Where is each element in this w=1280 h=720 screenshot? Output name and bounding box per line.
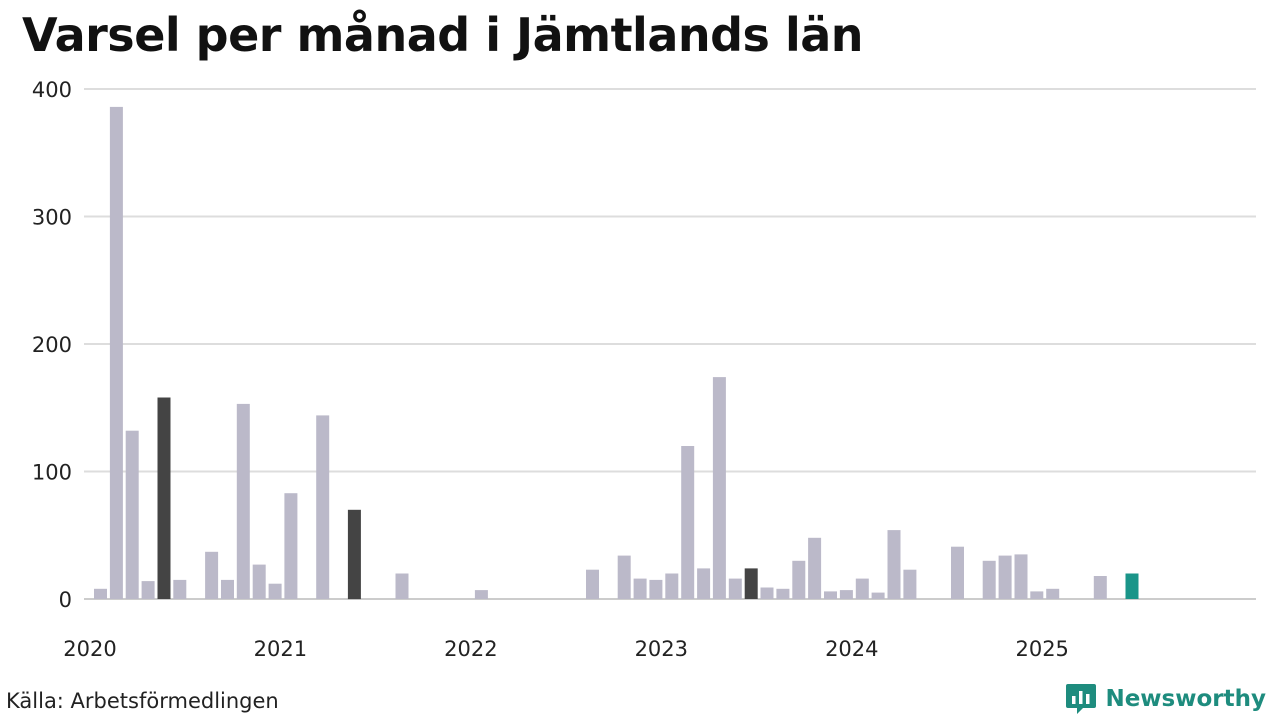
bar-2024-07 xyxy=(951,546,964,599)
bar-2023-03 xyxy=(697,568,711,599)
bar-2022-12 xyxy=(649,579,663,599)
chart-title: Varsel per månad i Jämtlands län xyxy=(22,8,864,62)
bar-2023-01 xyxy=(665,573,679,599)
y-tick-label: 0 xyxy=(59,588,72,612)
bar-2024-02 xyxy=(871,592,885,599)
x-tick-label: 2025 xyxy=(1015,637,1068,661)
bar-2024-03 xyxy=(887,530,901,599)
bar-2024-11 xyxy=(1014,554,1028,599)
newsworthy-chart-logo-icon xyxy=(1066,684,1097,714)
brand-logo[interactable]: Newsworthy xyxy=(1065,682,1266,716)
bar-2020-03 xyxy=(125,430,139,599)
bar-2020-11 xyxy=(252,564,266,599)
bar-2023-02 xyxy=(681,446,695,599)
x-axis-tick-labels: 2020 2021 2022 2023 2024 2025 xyxy=(63,637,1069,661)
bar-2020-04 xyxy=(141,581,155,599)
x-tick-label: 2020 xyxy=(63,637,116,661)
bar-2023-11 xyxy=(824,591,837,599)
x-tick-label: 2022 xyxy=(444,637,497,661)
y-axis-tick-labels: 0 100 200 300 400 xyxy=(32,78,72,612)
bar-2020-06 xyxy=(173,579,187,599)
bar-2023-12 xyxy=(839,590,853,599)
bar-2024-10 xyxy=(998,555,1012,599)
bar-2021-01 xyxy=(284,493,298,599)
bar-2022-08 xyxy=(586,569,599,599)
bar-2022-11 xyxy=(633,578,647,599)
bar-2025-06 xyxy=(1125,573,1139,599)
bars xyxy=(94,106,1139,600)
source-note: Källa: Arbetsförmedlingen xyxy=(6,689,279,713)
bar-2023-09 xyxy=(792,560,806,600)
x-tick-label: 2023 xyxy=(635,637,688,661)
bar-2021-05 xyxy=(347,509,361,600)
bar-2023-10 xyxy=(808,537,822,599)
bar-2020-10 xyxy=(236,403,250,599)
bar-2020-02 xyxy=(109,106,123,600)
bar-2025-04 xyxy=(1093,576,1107,599)
bar-2024-04 xyxy=(903,569,917,599)
bar-2020-08 xyxy=(205,551,219,599)
y-tick-label: 200 xyxy=(32,333,72,357)
bar-2023-04 xyxy=(712,377,726,599)
bar-2021-03 xyxy=(316,415,330,599)
y-tick-label: 300 xyxy=(32,206,72,230)
bar-2023-06 xyxy=(744,568,758,599)
bar-2023-07 xyxy=(760,587,774,599)
x-tick-label: 2021 xyxy=(254,637,307,661)
bar-2020-12 xyxy=(268,583,282,599)
bar-2023-05 xyxy=(728,578,742,599)
bar-2023-08 xyxy=(776,588,790,599)
bar-2020-05 xyxy=(157,397,171,599)
y-tick-label: 400 xyxy=(32,78,72,102)
bar-2024-09 xyxy=(982,560,996,600)
bar-2024-12 xyxy=(1030,591,1044,599)
bar-2021-08 xyxy=(395,573,409,599)
gridlines xyxy=(84,88,1256,600)
bar-2020-09 xyxy=(221,579,234,599)
y-tick-label: 100 xyxy=(32,461,72,485)
bar-2024-01 xyxy=(855,578,869,599)
bar-2025-01 xyxy=(1046,588,1060,599)
x-tick-label: 2024 xyxy=(825,637,878,661)
bar-2020-01 xyxy=(94,588,107,599)
bar-2022-10 xyxy=(617,555,631,599)
bar-2022-01 xyxy=(474,590,488,599)
brand-name: Newsworthy xyxy=(1105,686,1266,712)
